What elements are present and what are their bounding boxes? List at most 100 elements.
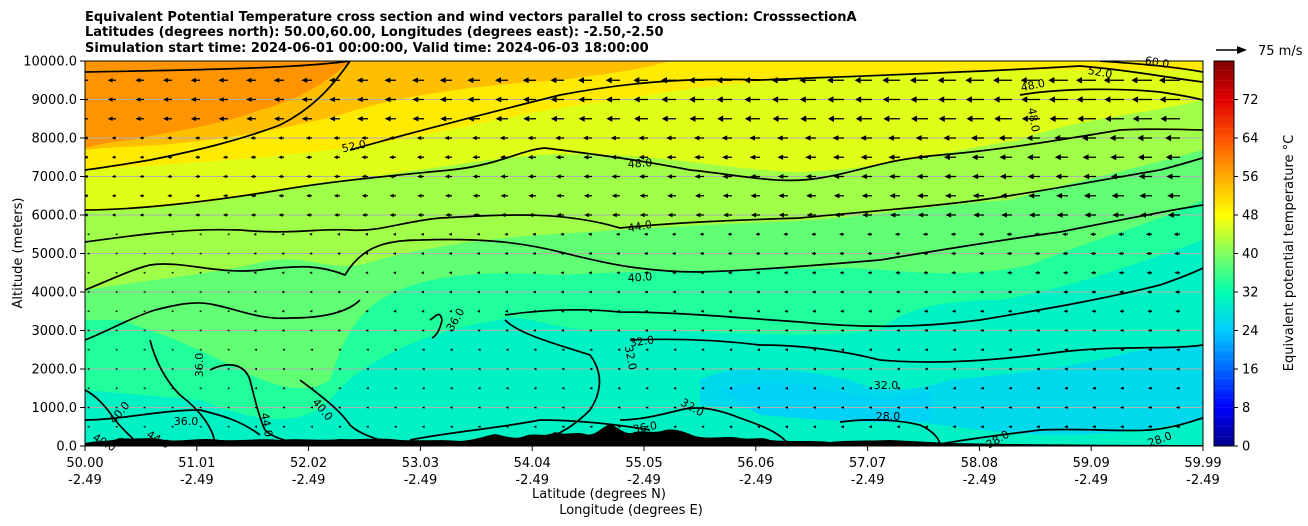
x-tick-label-lat: 55.05	[625, 456, 662, 471]
wind-vector	[799, 96, 816, 103]
wind-vector	[1008, 425, 1012, 429]
wind-vector	[504, 271, 508, 275]
wind-vector	[840, 309, 844, 313]
colorbar-tick-label: 16	[1242, 363, 1259, 378]
wind-vector	[199, 271, 202, 274]
wind-vector	[532, 232, 536, 236]
wind-vector	[421, 290, 425, 294]
contour-label-48: 48.0	[1020, 77, 1047, 95]
wind-vector	[310, 386, 313, 390]
wind-vector	[744, 96, 760, 103]
wind-vector	[861, 193, 872, 199]
wind-vector	[855, 96, 872, 103]
y-tick-label: 2000.0	[32, 363, 78, 378]
wind-vector	[1132, 115, 1152, 122]
wind-vector	[477, 329, 481, 332]
wind-vector	[1021, 115, 1040, 122]
wind-vector	[1063, 309, 1068, 313]
wind-vector	[605, 77, 620, 84]
wind-vector	[778, 193, 788, 199]
y-axis: 0.0 1000.0 2000.0 3000.0 4000.0 5000.0 6000.0 7…	[23, 55, 85, 455]
wind-vector	[1120, 425, 1124, 429]
wind-vector	[645, 367, 649, 371]
wind-vector	[421, 386, 425, 390]
wind-vector	[500, 193, 508, 198]
wind-vector	[361, 155, 368, 160]
wind-key: 75 m/s	[1216, 44, 1303, 59]
wind-vector	[87, 406, 90, 409]
x-tick-label-lat: 57.07	[849, 456, 886, 471]
title-line-2: Latitudes (degrees north): 50.00,60.00, …	[85, 25, 664, 40]
wind-vector	[1092, 405, 1096, 410]
wind-vector	[282, 425, 285, 429]
wind-vector	[449, 406, 453, 409]
wind-vector	[561, 348, 565, 352]
wind-vector	[1174, 270, 1180, 275]
wind-vector	[305, 136, 312, 140]
wind-vector	[606, 115, 620, 122]
wind-vector	[1138, 173, 1152, 180]
wind-vector	[412, 96, 424, 103]
wind-vector	[1027, 154, 1040, 161]
wind-vector	[85, 194, 88, 198]
wind-vector	[924, 405, 928, 410]
wind-vector	[638, 135, 648, 141]
wind-vector	[1147, 328, 1152, 333]
x-axis: 50.00 -2.49 51.01 -2.49 52.02 -2.49 53.03 -2.49…	[66, 446, 1222, 488]
wind-vector	[1063, 290, 1068, 294]
wind-vectors	[85, 77, 1180, 429]
wind-vector	[894, 232, 900, 237]
wind-vector	[199, 387, 202, 390]
wind-vector	[839, 251, 844, 256]
contour-label-36: 36.0	[632, 419, 658, 436]
wind-vector	[723, 212, 732, 218]
wind-vector	[1027, 173, 1040, 180]
wind-vector	[617, 406, 621, 409]
wind-vector	[1026, 134, 1040, 142]
colorbar-tick-label: 8	[1242, 401, 1250, 416]
wind-vector	[729, 386, 733, 390]
wind-vector	[694, 154, 704, 160]
wind-vector	[472, 155, 480, 160]
wind-vector	[750, 212, 760, 218]
wind-vector	[218, 77, 228, 83]
wind-vector	[467, 96, 480, 103]
wind-vector	[1110, 173, 1124, 180]
wind-vector	[532, 290, 536, 294]
colorbar-tick-label: 32	[1242, 286, 1259, 301]
x-tick-label-lon: -2.49	[1186, 473, 1220, 488]
wind-vector	[840, 406, 844, 409]
x-tick-label-lon: -2.49	[404, 473, 438, 488]
wind-vector	[393, 425, 397, 429]
wind-vector	[952, 425, 956, 429]
wind-vector	[143, 252, 146, 255]
wind-vector	[194, 136, 200, 140]
wind-vector	[757, 406, 761, 409]
wind-vector	[611, 154, 620, 160]
wind-vector	[337, 232, 341, 236]
wind-vector	[107, 97, 116, 102]
contour-label-32: 32.0	[622, 345, 639, 371]
wind-vector	[943, 135, 956, 141]
wind-vector	[338, 386, 341, 390]
wind-vector	[555, 154, 564, 160]
wind-vector	[616, 251, 620, 256]
wind-vector	[645, 348, 649, 352]
wind-vector	[1054, 134, 1068, 142]
wind-vector	[227, 348, 230, 351]
contour-48-line	[85, 128, 1203, 211]
wind-vector	[784, 425, 789, 429]
wind-vector	[1006, 232, 1012, 237]
wind-vector	[310, 406, 313, 409]
wind-vector	[1092, 425, 1096, 429]
wind-vector	[979, 271, 984, 275]
wind-vector	[361, 213, 368, 217]
wind-vector	[389, 193, 396, 198]
wind-vector	[139, 174, 144, 179]
wind-vector	[1077, 115, 1096, 122]
wind-vector	[420, 252, 424, 255]
terrain	[85, 424, 1203, 446]
wind-vector	[667, 193, 676, 199]
wind-vector	[717, 115, 732, 122]
wind-vector	[421, 367, 425, 371]
